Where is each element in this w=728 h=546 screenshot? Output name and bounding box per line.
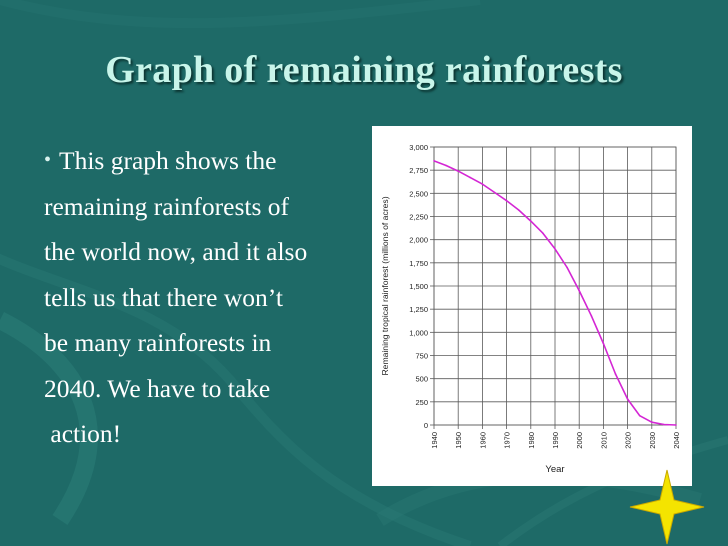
y-tick-label: 2,750	[409, 166, 428, 175]
data-point	[602, 342, 605, 345]
x-tick-label: 2030	[648, 432, 657, 449]
y-tick-label: 0	[424, 421, 428, 430]
x-tick-label: 1940	[430, 432, 439, 449]
y-tick-label: 750	[415, 352, 428, 361]
x-tick-label: 1960	[478, 432, 487, 449]
x-tick-label: 2000	[575, 432, 584, 449]
bullet-dot-icon: •	[44, 149, 52, 171]
y-tick-label: 3,000	[409, 143, 428, 152]
x-tick-label: 1970	[503, 432, 512, 449]
x-tick-label: 1980	[527, 432, 536, 449]
data-point	[469, 176, 472, 179]
y-tick-label: 250	[415, 398, 428, 407]
data-point	[554, 248, 556, 250]
data-point	[433, 160, 435, 162]
x-tick-label: 1950	[454, 432, 463, 449]
x-tick-label: 2040	[672, 432, 681, 449]
data-point	[626, 398, 629, 400]
y-tick-label: 1,000	[409, 328, 428, 337]
y-tick-label: 1,500	[409, 282, 428, 291]
bullet-line-2: remaining rainforests of	[44, 191, 290, 221]
y-tick-label: 2,000	[409, 236, 428, 245]
data-point	[457, 170, 459, 172]
data-point	[614, 373, 617, 375]
bullet-line-5: be many rainforests in	[44, 328, 272, 357]
bullet-text: • This graph shows the remaining rainfore…	[44, 138, 384, 457]
x-tick-label: 2020	[624, 432, 633, 449]
bullet-line-3: the world now, and it also	[44, 237, 308, 266]
rainforest-chart: 0 250 500 750 1,000 1,250 1,500 1,750 2,000 2,250…	[372, 126, 692, 486]
data-point	[481, 183, 484, 185]
data-point	[590, 314, 593, 317]
slide-title: Graph of remaining rainforests	[105, 49, 623, 91]
x-tick-label: 2010	[599, 432, 608, 449]
y-tick-label: 500	[415, 375, 428, 384]
data-point	[566, 266, 568, 269]
data-point	[651, 421, 653, 424]
y-tick-label: 1,750	[409, 259, 428, 268]
y-tick-label: 1,250	[409, 305, 428, 314]
data-point	[530, 220, 532, 222]
bullet-line-7: action!	[44, 419, 122, 448]
data-point	[493, 191, 496, 194]
data-point	[638, 414, 641, 417]
data-point	[663, 423, 665, 426]
y-axis-label: Remaining tropical rainforest (millions …	[380, 196, 390, 375]
star-icon	[629, 469, 705, 545]
x-tick-label: 1990	[551, 432, 560, 449]
y-tick-label: 2,500	[409, 189, 428, 198]
y-tick-label: 2,250	[409, 213, 428, 222]
data-point	[505, 199, 508, 202]
data-point	[542, 232, 544, 234]
data-point	[675, 424, 677, 426]
data-point	[445, 164, 447, 167]
data-point	[578, 289, 580, 292]
chart-svg: 0 250 500 750 1,000 1,250 1,500 1,750 2,000 2,250…	[380, 143, 681, 475]
x-axis-label: Year	[545, 464, 564, 475]
data-point	[517, 209, 520, 211]
bullet-line-1: • This graph shows the	[44, 138, 384, 184]
bullet-line-6: 2040. We have to take	[44, 373, 271, 403]
bullet-line-4: tells us that there won’t	[44, 282, 283, 312]
